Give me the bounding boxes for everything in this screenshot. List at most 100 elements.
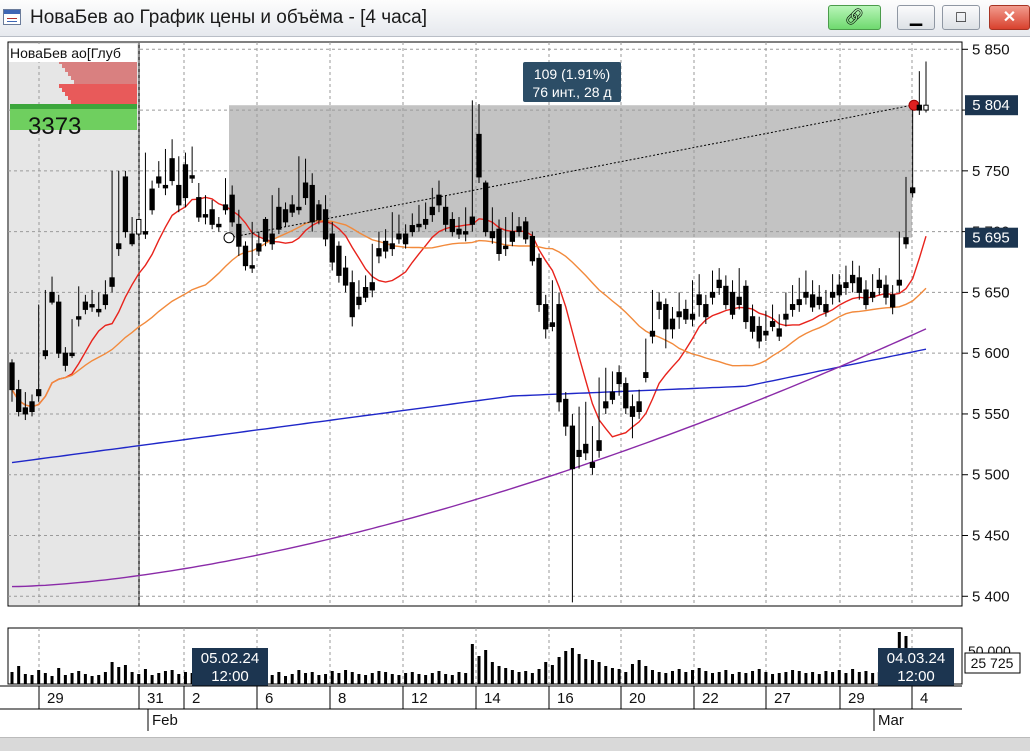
depth-ask-bar [74,80,137,84]
crosshair-date-a-line1: 05.02.24 [201,650,259,667]
candle-body [156,176,162,184]
candle-body [623,383,629,409]
volume-bar [824,671,828,684]
candle-body [22,407,28,415]
volume-bar [464,673,468,684]
volume-last-label: 25 725 [971,655,1014,671]
price-volume-chart[interactable]: НоваБев ао[Глуб 3373 109 (1.91%) 76 инт., 2… [0,36,1030,737]
y-tick-label: 5 400 [972,588,1010,605]
volume-bar [130,672,134,684]
volume-bar [604,666,608,684]
candle-body [776,328,782,337]
candle-body [422,218,429,225]
candle-body [789,304,796,310]
y-tick-label: 5 550 [972,406,1010,423]
volume-bar [570,648,574,684]
volume-bar [524,671,528,684]
candle-body [876,279,882,289]
volume-bar [97,675,101,684]
last-price-marker [965,95,1018,116]
candle-body [269,233,275,245]
minimize-button[interactable]: ▁ [897,5,935,30]
candle-body [222,204,229,211]
crosshair-date-a-line2: 12:00 [211,668,249,685]
volume-bar [624,672,628,684]
candle-body [709,291,716,298]
volume-bar [110,662,114,684]
crosshair-date-b-box [878,648,954,686]
volume-bar [70,673,74,684]
horizontal-scrollbar[interactable] [0,737,1030,751]
volume-bar [597,662,601,684]
candle-body [743,285,749,323]
candle-body [763,330,769,336]
candle-body [176,184,182,206]
volume-bar [617,669,621,684]
volume-bar [390,674,394,684]
candle-body [296,206,302,211]
candle-body [676,311,682,318]
depth-ask-bar [65,68,137,72]
volume-bar [650,670,654,684]
x-month-label: Feb [152,712,178,729]
volume-bar [284,676,288,684]
close-icon: ✕ [1002,9,1017,26]
measure-label-line2: 76 инт., 28 д [532,84,611,100]
candle-body [643,372,649,378]
x-tick-label: 2 [192,690,200,707]
moving-average-slow [11,348,927,464]
depth-ask-bar [59,84,137,88]
volume-bar [704,671,708,684]
volume-bar [771,674,775,684]
maximize-button[interactable]: □ [942,5,980,30]
volume-bar [330,671,334,684]
candle-body [42,350,49,357]
volume-bar [90,676,94,684]
candle-body [282,209,289,223]
candle-body [442,206,449,225]
measure-box [229,105,912,238]
candle-body [636,401,642,413]
candle-body [836,284,842,296]
candle-body [29,401,35,413]
volume-bar [737,672,741,684]
volume-bar [77,671,81,684]
depth-ask-bar [71,76,137,80]
volume-bar [857,672,861,684]
close-button[interactable]: ✕ [989,5,1030,30]
volume-bar [50,676,54,684]
candle-body [236,223,242,247]
candle-body [289,204,295,213]
candle-body [669,318,676,330]
candle-body [649,330,656,337]
candle-body [816,296,822,306]
candle-body [923,104,929,111]
candle-body [89,304,95,308]
candle-body [109,277,115,287]
candle-body [256,243,262,252]
volume-bar [357,674,361,684]
candle-body [209,209,215,225]
volume-bar [637,660,641,684]
link-button[interactable]: 🔗︎ [828,5,881,30]
candle-body [716,279,722,289]
volume-bar [83,674,87,684]
candle-body [469,216,475,225]
candle-body [349,282,355,318]
candle-body [523,221,529,240]
volume-bar [270,675,274,684]
volume-bar [497,666,501,684]
instrument-label-bg [9,44,137,62]
volume-bar [804,673,808,684]
history-shade [9,43,140,605]
x-tick-label: 8 [338,690,346,707]
volume-last-marker [964,652,1021,674]
volume-bar [150,675,154,684]
candle-body [829,291,836,298]
candle-body [769,321,776,327]
volume-bar [324,674,328,684]
candle-body [396,233,402,240]
volume-bar [510,670,514,684]
candle-body [616,372,622,385]
volume-bar [450,675,454,684]
